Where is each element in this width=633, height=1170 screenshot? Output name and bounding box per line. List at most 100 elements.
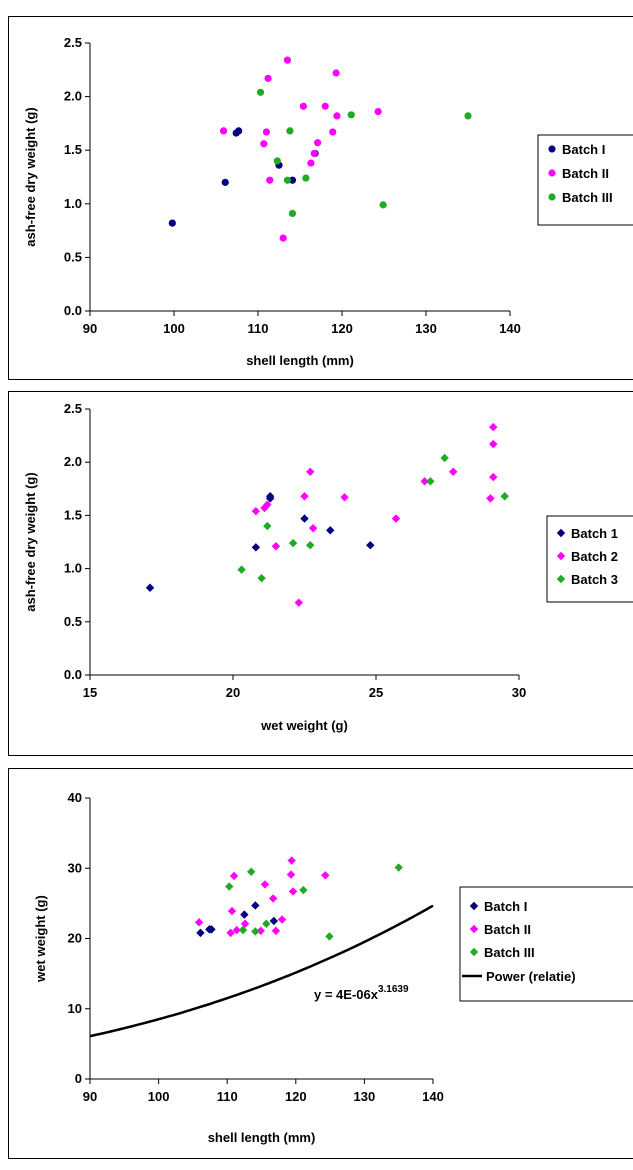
data-point-series-2 bbox=[307, 159, 315, 167]
data-point-series-2 bbox=[321, 102, 329, 110]
data-point-series-2 bbox=[287, 856, 296, 865]
data-point-series-1 bbox=[221, 178, 229, 186]
data-point-series-2 bbox=[277, 915, 287, 924]
data-point-series-1 bbox=[235, 127, 243, 135]
power-trendline bbox=[89, 904, 434, 1038]
data-point-series-1 bbox=[288, 176, 297, 184]
legend-marker bbox=[548, 193, 556, 201]
x-tick-label: 130 bbox=[354, 1089, 376, 1104]
legend-marker bbox=[548, 145, 556, 153]
data-point-series-1 bbox=[366, 540, 375, 550]
data-point-series-2 bbox=[219, 127, 228, 135]
data-point-series-1 bbox=[196, 928, 205, 938]
y-tick-label: 30 bbox=[68, 860, 82, 875]
data-point-series-2 bbox=[321, 871, 330, 880]
data-point-series-1 bbox=[145, 583, 155, 592]
legend-label: Batch 2 bbox=[571, 549, 618, 564]
scatter-chart-length-vs-wetweight: 0 10 20 30 40 90 100 110 120 130 140 shell length (… bbox=[33, 790, 633, 1145]
y-tick-label: 20 bbox=[68, 931, 82, 946]
legend-label: Power (relatie) bbox=[486, 969, 576, 984]
legend-marker bbox=[469, 947, 479, 957]
y-tick-label: 1.0 bbox=[64, 196, 82, 211]
legend-label: Batch I bbox=[562, 142, 605, 157]
legend-marker bbox=[556, 574, 566, 584]
data-point-series-1 bbox=[265, 492, 275, 501]
y-tick-label: 0 bbox=[75, 1071, 82, 1086]
data-point-series-3 bbox=[440, 453, 449, 463]
data-point-series-2 bbox=[306, 467, 315, 476]
data-point-series-3 bbox=[256, 88, 265, 96]
data-point-series-2 bbox=[374, 108, 382, 116]
data-point-series-3 bbox=[257, 573, 266, 583]
data-point-series-1 bbox=[168, 219, 176, 227]
x-axis-title: wet weight (g) bbox=[260, 718, 348, 733]
x-tick-label: 100 bbox=[148, 1089, 170, 1104]
legend-marker bbox=[469, 901, 479, 911]
chart-panel-1: 0.0 0.5 1.0 1.5 2.0 2.5 90 100 110 120 130 140 shell… bbox=[8, 16, 633, 380]
data-point-series-2 bbox=[314, 139, 322, 147]
data-point-series-3 bbox=[464, 112, 472, 120]
x-axis-title: shell length (mm) bbox=[208, 1130, 316, 1145]
data-point-series-3 bbox=[225, 882, 234, 891]
y-tick-label: 0.0 bbox=[64, 667, 82, 682]
data-point-series-3 bbox=[263, 521, 272, 531]
legend-label: Batch II bbox=[562, 166, 609, 181]
x-tick-label: 90 bbox=[83, 321, 97, 336]
data-point-series-2 bbox=[310, 149, 318, 158]
legend-label: Batch 3 bbox=[571, 572, 618, 587]
x-tick-label: 25 bbox=[369, 685, 383, 700]
data-point-series-2 bbox=[308, 523, 318, 533]
equation-exponent: 3.1639 bbox=[378, 984, 409, 995]
legend-marker bbox=[469, 924, 479, 934]
x-tick-label: 20 bbox=[226, 685, 240, 700]
data-point-series-3 bbox=[306, 540, 315, 550]
trendline-equation: y = 4E-06x3.1639 bbox=[314, 984, 409, 1002]
x-tick-label: 120 bbox=[331, 321, 353, 336]
data-point-series-2 bbox=[240, 919, 250, 928]
x-tick-label: 100 bbox=[163, 321, 185, 336]
data-point-series-3 bbox=[299, 885, 308, 895]
y-tick-label: 0.5 bbox=[64, 249, 82, 264]
data-point-series-2 bbox=[486, 494, 495, 503]
data-point-series-1 bbox=[300, 514, 309, 523]
data-point-series-2 bbox=[260, 880, 270, 889]
legend-marker bbox=[556, 528, 566, 538]
data-point-series-3 bbox=[325, 932, 334, 941]
y-tick-label: 1.5 bbox=[64, 507, 82, 522]
data-point-series-2 bbox=[268, 894, 278, 903]
data-point-series-3 bbox=[302, 174, 310, 182]
x-tick-label: 30 bbox=[512, 685, 526, 700]
data-point-series-2 bbox=[271, 926, 281, 935]
y-axis-title: ash-free dry weight (g) bbox=[23, 107, 38, 246]
data-point-series-2 bbox=[300, 492, 309, 501]
data-point-series-3 bbox=[273, 157, 281, 165]
data-point-series-3 bbox=[283, 176, 291, 184]
y-tick-label: 2.0 bbox=[64, 89, 82, 104]
y-tick-label: 2.5 bbox=[64, 35, 82, 50]
x-tick-label: 140 bbox=[422, 1089, 444, 1104]
x-axis-title: shell length (mm) bbox=[246, 353, 354, 368]
data-point-series-2 bbox=[227, 906, 237, 916]
legend-label: Batch III bbox=[484, 945, 535, 960]
data-point-series-3 bbox=[426, 477, 435, 486]
data-point-series-2 bbox=[391, 514, 401, 523]
legend-marker bbox=[548, 169, 556, 177]
data-point-series-2 bbox=[194, 918, 204, 927]
data-point-series-2 bbox=[333, 112, 341, 120]
y-tick-label: 1.0 bbox=[64, 561, 82, 576]
data-point-series-2 bbox=[262, 128, 270, 136]
data-point-series-2 bbox=[266, 176, 274, 184]
data-point-series-2 bbox=[489, 472, 498, 482]
data-point-series-2 bbox=[299, 102, 307, 110]
data-point-series-2 bbox=[279, 234, 287, 242]
data-point-series-2 bbox=[489, 422, 498, 432]
data-point-series-2 bbox=[264, 74, 272, 82]
data-point-series-3 bbox=[247, 867, 256, 876]
chart-panel-3: 0 10 20 30 40 90 100 110 120 130 140 shell length (… bbox=[8, 768, 633, 1159]
data-point-series-2 bbox=[286, 870, 296, 879]
data-point-series-3 bbox=[288, 209, 297, 218]
y-axis-title: ash-free dry weight (g) bbox=[23, 472, 38, 611]
scatter-chart-length-vs-afdw: 0.0 0.5 1.0 1.5 2.0 2.5 90 100 110 120 130 140 shell… bbox=[23, 35, 633, 368]
data-point-series-3 bbox=[262, 919, 271, 928]
data-point-series-3 bbox=[394, 863, 403, 872]
